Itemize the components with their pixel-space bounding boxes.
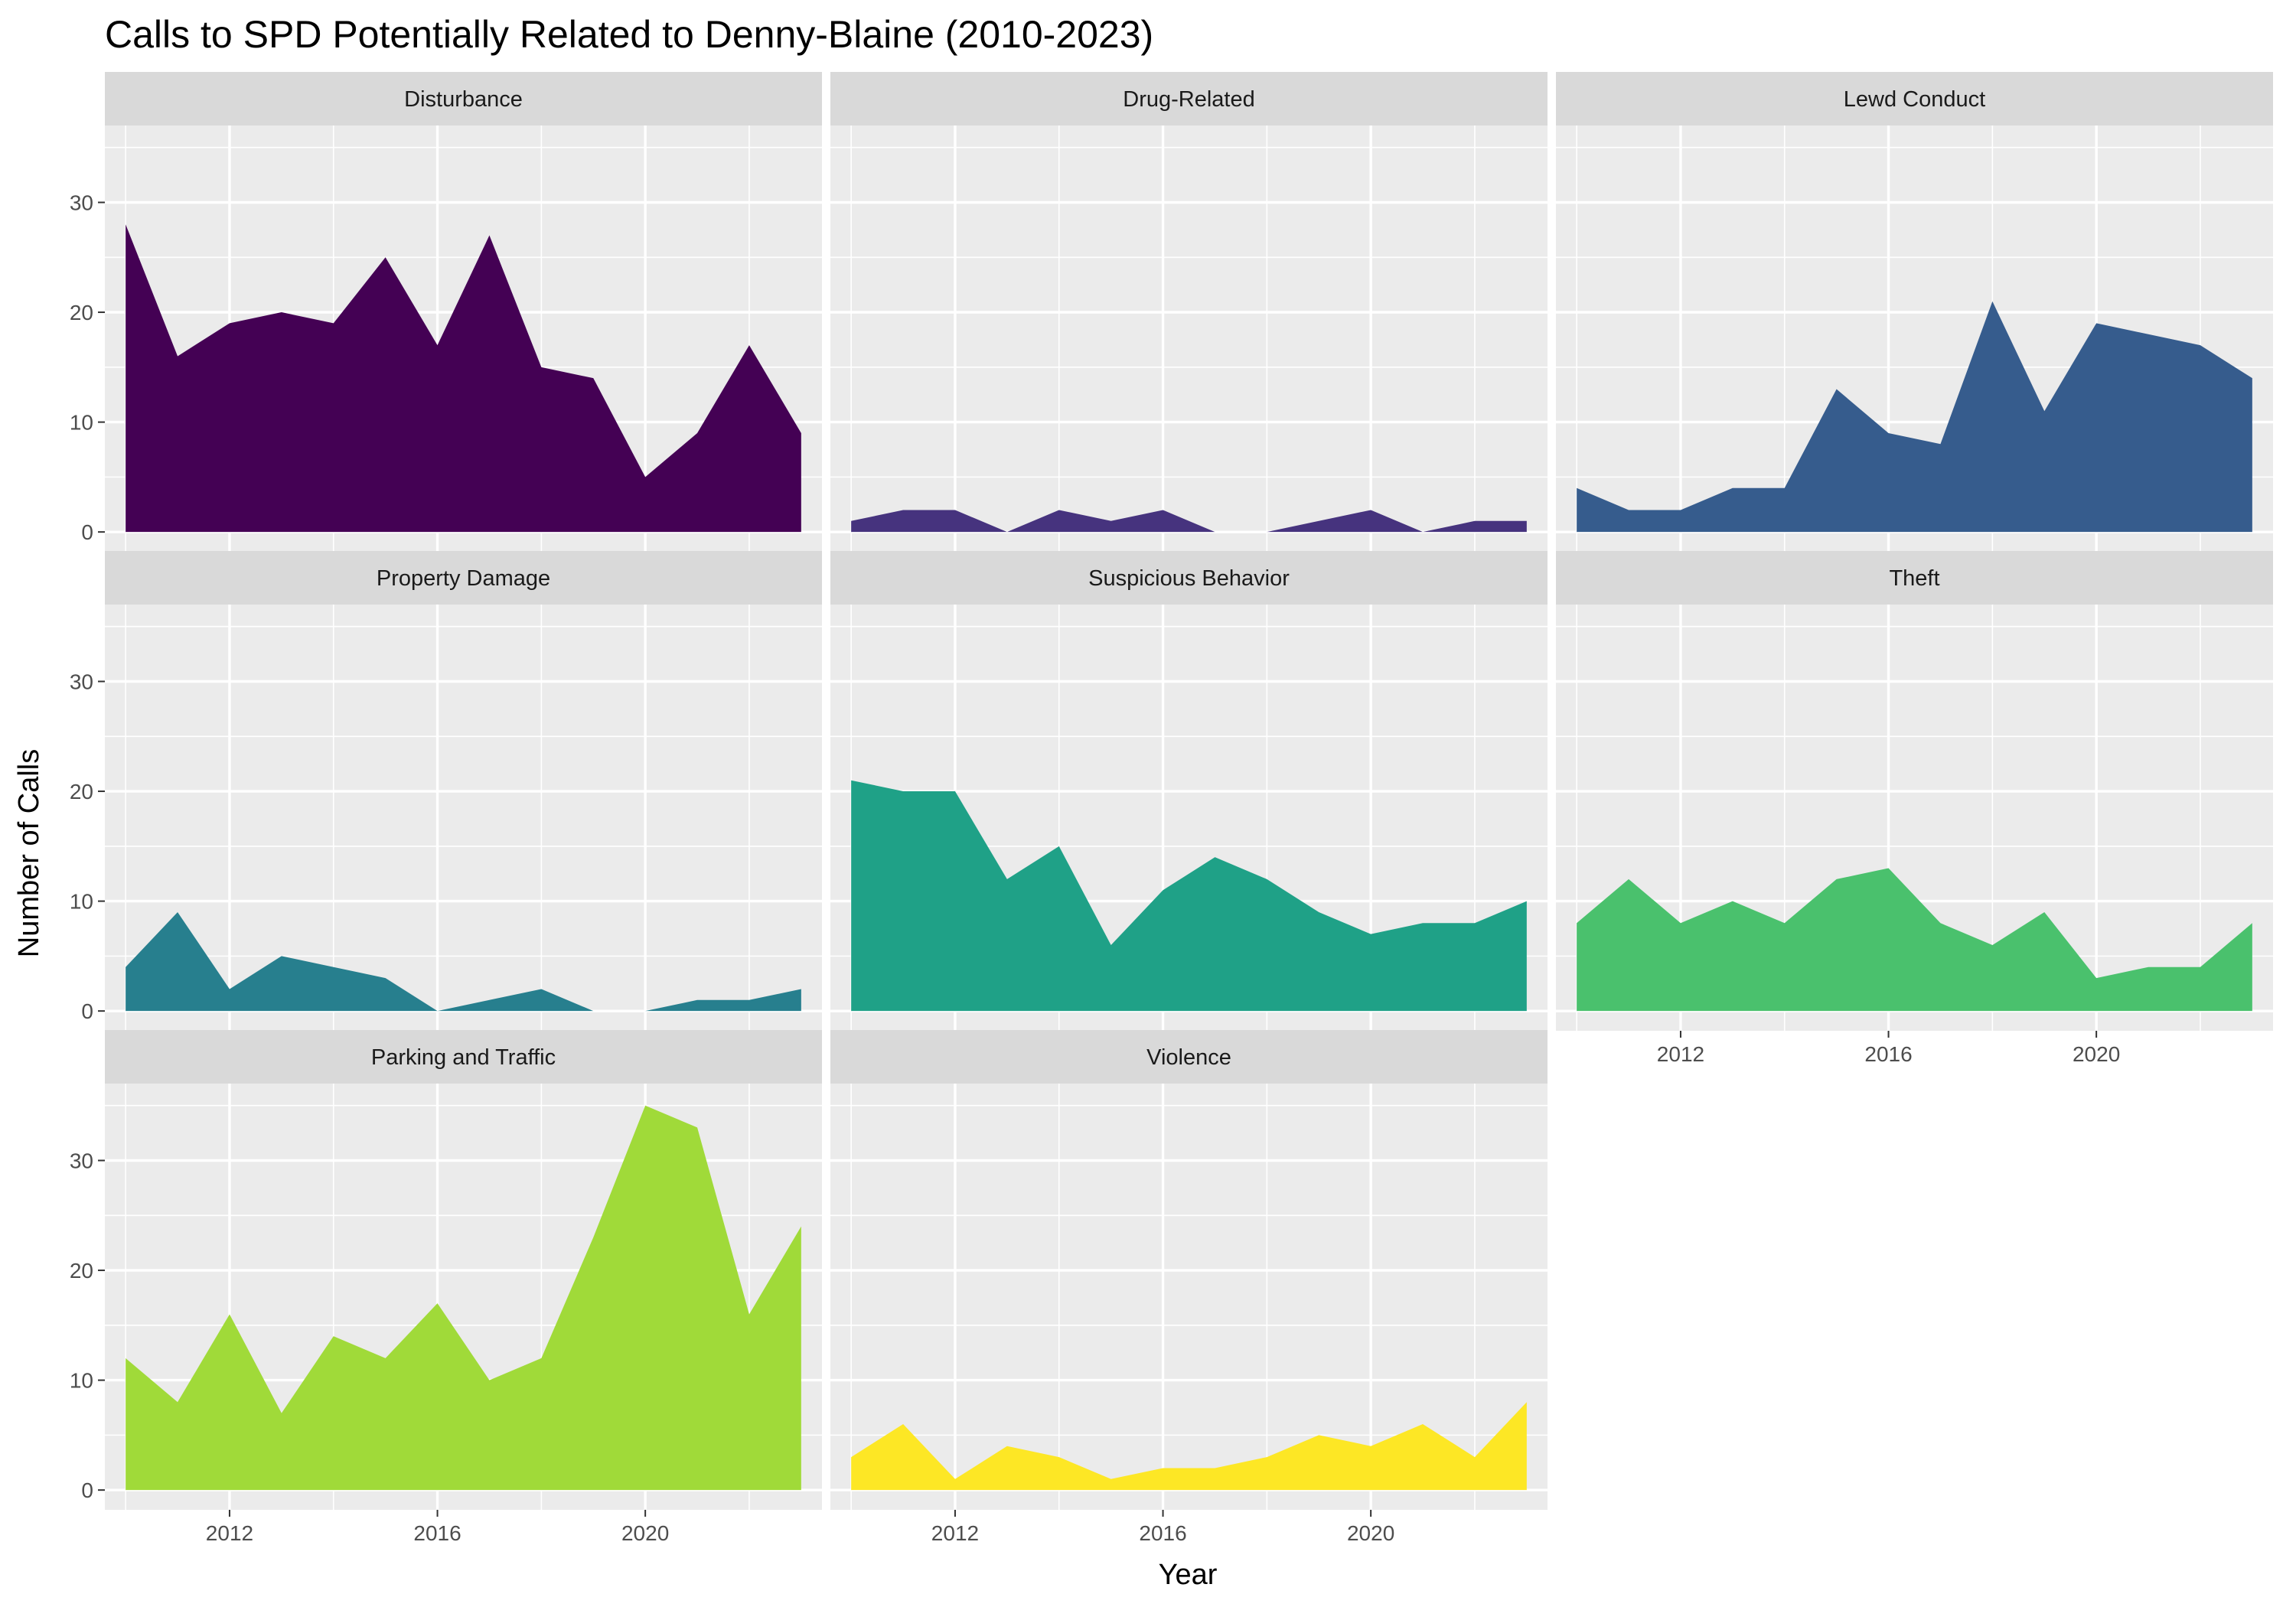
- x-tick-label: 2020: [1347, 1521, 1394, 1545]
- area-drug-related: [851, 510, 1527, 533]
- strip-label-drug-related: Drug-Related: [1123, 87, 1254, 112]
- y-tick-label: 30: [70, 670, 93, 693]
- area-parking-and-traffic: [126, 1105, 801, 1491]
- panel-bg-drug-related: [830, 125, 1548, 552]
- y-tick-label: 10: [70, 890, 93, 914]
- y-tick-label: 10: [70, 411, 93, 435]
- y-tick-label: 30: [70, 1149, 93, 1172]
- area-theft: [1577, 868, 2252, 1012]
- area-violence: [851, 1402, 1527, 1491]
- y-tick-label: 20: [70, 1259, 93, 1283]
- strip-property-damage: [105, 551, 822, 605]
- x-axis-title: Year: [1159, 1559, 1218, 1591]
- strip-label-suspicious-behavior: Suspicious Behavior: [1088, 566, 1290, 591]
- strip-label-disturbance: Disturbance: [404, 87, 523, 112]
- panel-bg-property-damage: [105, 605, 822, 1031]
- x-tick-label: 2020: [2073, 1042, 2120, 1066]
- strip-theft: [1556, 551, 2273, 605]
- area-lewd-conduct: [1577, 301, 2252, 533]
- strip-label-violence: Violence: [1146, 1045, 1231, 1070]
- strip-drug-related: [830, 72, 1548, 125]
- y-tick-label: 20: [70, 780, 93, 804]
- x-tick-label: 2012: [931, 1521, 979, 1545]
- strip-violence: [830, 1030, 1548, 1084]
- x-tick-label: 2016: [1139, 1521, 1186, 1545]
- x-tick-label: 2012: [206, 1521, 253, 1545]
- x-tick-label: 2016: [413, 1521, 461, 1545]
- x-tick-label: 2020: [621, 1521, 669, 1545]
- y-tick-label: 30: [70, 191, 93, 214]
- strip-label-parking-and-traffic: Parking and Traffic: [371, 1045, 556, 1070]
- area-property-damage: [126, 911, 801, 1012]
- y-tick-label: 10: [70, 1369, 93, 1393]
- strip-label-theft: Theft: [1889, 566, 1939, 591]
- x-tick-label: 2016: [1864, 1042, 1912, 1066]
- strip-parking-and-traffic: [105, 1030, 822, 1084]
- y-tick-label: 0: [81, 1478, 93, 1502]
- x-tick-label: 2012: [1657, 1042, 1704, 1066]
- strip-suspicious-behavior: [830, 551, 1548, 605]
- y-tick-label: 0: [81, 999, 93, 1023]
- y-axis-title: Number of Calls: [13, 749, 45, 957]
- strip-lewd-conduct: [1556, 72, 2273, 125]
- panels-layer: Disturbance 0 10 20 30 Drug-Related Lewd Condu…: [70, 72, 2273, 1545]
- y-tick-label: 20: [70, 301, 93, 324]
- strip-disturbance: [105, 72, 822, 125]
- chart-title: Calls to SPD Potentially Related to Denn…: [105, 13, 1153, 56]
- y-tick-label: 0: [81, 520, 93, 544]
- area-disturbance: [126, 224, 801, 533]
- strip-label-lewd-conduct: Lewd Conduct: [1844, 87, 1985, 112]
- strip-label-property-damage: Property Damage: [377, 566, 550, 591]
- area-suspicious-behavior: [851, 780, 1527, 1012]
